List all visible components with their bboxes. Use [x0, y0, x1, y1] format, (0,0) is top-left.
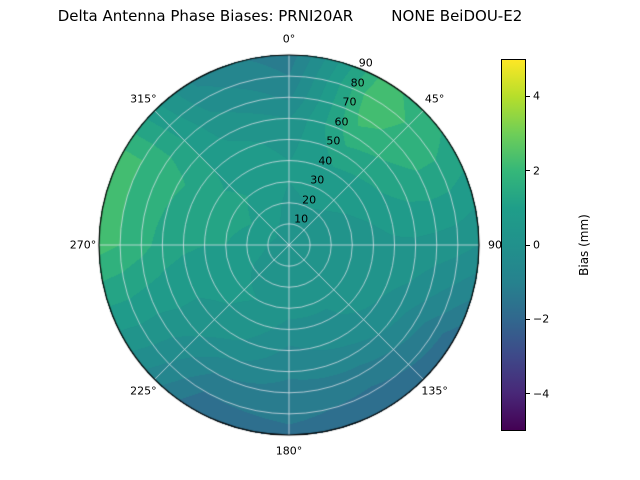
- colorbar-tick: [526, 95, 530, 97]
- colorbar-tick: [526, 393, 530, 395]
- colorbar-gradient: [501, 59, 526, 431]
- colorbar-axis-label: Bias (mm): [577, 214, 591, 276]
- colorbar-tick-label: 4: [533, 89, 540, 103]
- colorbar-tick: [526, 244, 530, 246]
- colorbar-tick: [526, 170, 530, 172]
- colorbar-tick-label: −2: [533, 312, 550, 326]
- colorbar-tick-label: −4: [533, 387, 550, 401]
- colorbar-tick-label: 2: [533, 164, 540, 178]
- colorbar-tick-label: 0: [533, 238, 540, 252]
- colorbar-tick: [526, 318, 530, 320]
